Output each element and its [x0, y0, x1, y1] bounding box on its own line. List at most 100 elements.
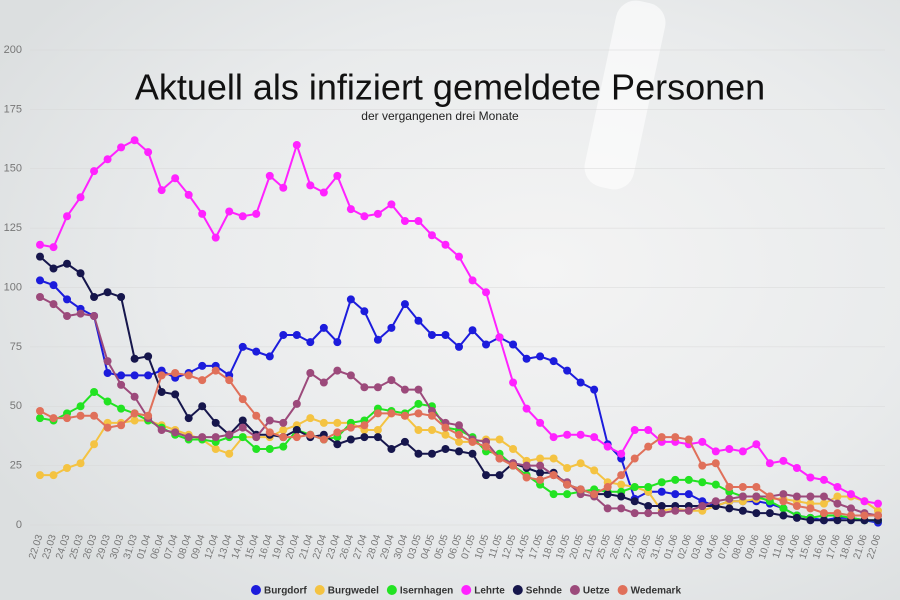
data-point	[265, 445, 274, 453]
data-point	[360, 421, 369, 430]
data-point	[441, 423, 450, 432]
data-point	[144, 352, 153, 361]
y-tick-label: 125	[4, 222, 22, 234]
data-point	[549, 471, 558, 480]
data-point	[387, 445, 396, 453]
data-point	[792, 502, 801, 510]
data-point	[184, 371, 193, 380]
data-point	[860, 511, 869, 520]
legend-marker	[617, 585, 628, 595]
data-point	[806, 504, 815, 513]
data-point	[198, 402, 207, 411]
data-point	[306, 414, 315, 423]
data-point	[171, 390, 180, 399]
data-point	[427, 449, 436, 458]
data-point	[238, 342, 247, 351]
data-point	[225, 376, 234, 385]
data-point	[549, 433, 558, 442]
data-point	[833, 499, 842, 508]
data-point	[617, 449, 626, 458]
data-point	[427, 411, 436, 420]
data-point	[130, 354, 139, 363]
data-point	[860, 497, 869, 506]
data-point	[144, 371, 153, 380]
data-point	[265, 416, 274, 425]
data-point	[684, 490, 693, 499]
data-point	[455, 447, 463, 456]
data-point	[495, 333, 504, 342]
data-point	[792, 464, 801, 472]
data-point	[509, 461, 518, 470]
data-point	[833, 492, 842, 501]
legend-label: Isernhagen	[400, 586, 453, 597]
data-point	[292, 331, 301, 339]
data-point	[495, 454, 504, 463]
data-point	[90, 411, 99, 420]
y-tick-label: 50	[10, 400, 22, 412]
data-point	[63, 259, 72, 268]
data-point	[90, 312, 99, 320]
data-point	[306, 338, 315, 347]
data-point	[874, 511, 882, 520]
data-point	[414, 449, 423, 458]
data-point	[427, 426, 436, 434]
data-point	[76, 459, 85, 468]
legend: Burgdorf Burgwedel Isernhagen Lehrte Sehnde U…	[250, 585, 681, 597]
data-point	[306, 369, 315, 377]
data-point	[90, 388, 99, 396]
legend-item: Lehrte	[461, 585, 505, 597]
data-point	[184, 414, 193, 423]
data-point	[333, 366, 342, 375]
data-point	[265, 352, 274, 361]
data-point	[711, 459, 720, 468]
data-point	[130, 416, 139, 425]
data-point	[522, 473, 531, 482]
data-point	[117, 421, 126, 430]
data-point	[184, 190, 193, 199]
data-point	[738, 492, 747, 501]
data-point	[414, 409, 423, 418]
data-point	[806, 516, 815, 525]
data-point	[346, 423, 355, 432]
data-point	[414, 316, 423, 325]
data-point	[779, 490, 788, 499]
data-point	[414, 385, 423, 394]
data-point	[211, 418, 220, 427]
data-point	[387, 323, 396, 332]
data-point	[49, 243, 58, 252]
data-point	[657, 487, 666, 496]
data-point	[468, 437, 477, 446]
data-point	[630, 509, 639, 518]
data-point	[657, 478, 666, 487]
data-point	[117, 293, 126, 301]
data-point	[157, 388, 166, 396]
data-point	[765, 459, 774, 468]
data-point	[360, 383, 369, 392]
data-point	[333, 418, 342, 427]
data-point	[130, 136, 139, 145]
data-point	[684, 435, 693, 444]
data-point	[49, 300, 58, 309]
data-point	[292, 426, 301, 434]
data-point	[117, 380, 126, 389]
data-point	[103, 369, 112, 377]
data-point	[630, 497, 639, 506]
data-point	[455, 421, 463, 430]
data-point	[644, 509, 653, 518]
data-point	[779, 504, 788, 513]
data-point	[509, 378, 518, 387]
data-point	[711, 497, 720, 506]
data-point	[63, 312, 72, 320]
data-point	[846, 511, 855, 520]
data-point	[36, 252, 44, 261]
y-tick-label: 25	[10, 460, 22, 472]
chart-title: Aktuell als infiziert gemeldete Personen	[135, 67, 765, 108]
data-point	[63, 414, 72, 423]
data-point	[617, 480, 626, 489]
data-point	[792, 492, 801, 501]
data-point	[752, 440, 761, 449]
y-tick-label: 0	[16, 519, 22, 531]
data-point	[279, 433, 288, 442]
data-point	[346, 435, 355, 444]
